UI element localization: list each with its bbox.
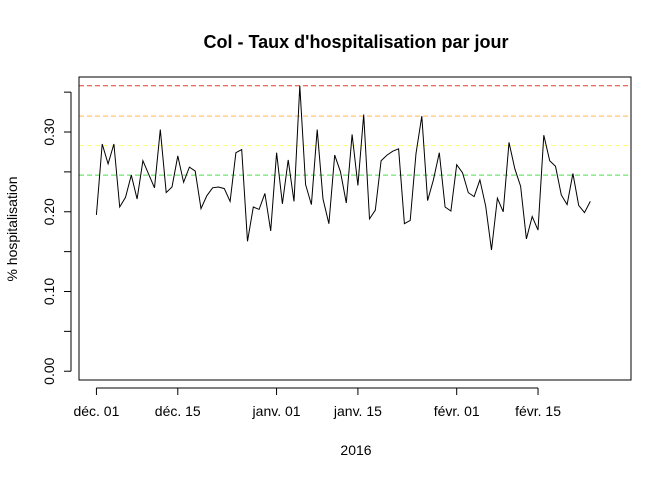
x-tick-label: janv. 01 — [252, 403, 301, 419]
x-tick-label: févr. 15 — [515, 403, 561, 419]
y-axis-label: % hospitalisation — [4, 176, 20, 281]
x-tick-label: févr. 01 — [434, 403, 480, 419]
x-axis-label: 2016 — [340, 442, 371, 458]
x-tick-label: déc. 15 — [155, 403, 201, 419]
y-tick-label: 0.00 — [41, 357, 57, 384]
series-line — [95, 85, 591, 251]
chart-title: Col - Taux d'hospitalisation par jour — [204, 32, 509, 52]
y-axis: 0.00 0.10 0.20 0.30 — [41, 91, 72, 385]
plot-frame — [78, 76, 632, 381]
x-tick-label: janv. 15 — [333, 403, 382, 419]
y-tick-label: 0.30 — [41, 118, 57, 145]
x-tick-label: déc. 01 — [73, 403, 119, 419]
y-tick-label: 0.20 — [41, 198, 57, 225]
x-axis: déc. 01 déc. 15 janv. 01 janv. 15 févr. 01 fé… — [73, 387, 561, 419]
y-tick-label: 0.10 — [41, 278, 57, 305]
reference-lines — [79, 85, 631, 176]
